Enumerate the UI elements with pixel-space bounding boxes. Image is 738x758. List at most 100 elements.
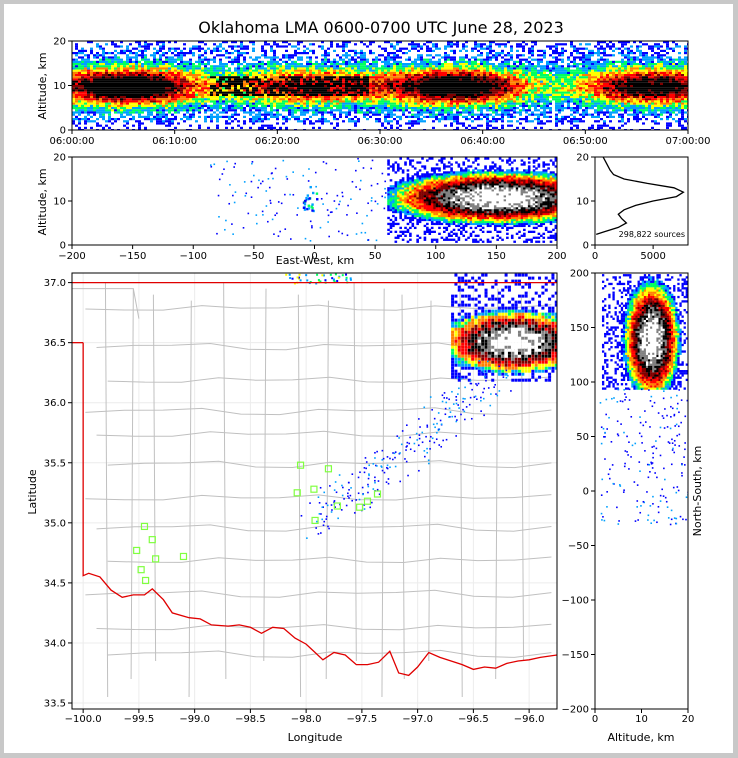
time-height-cell: [438, 87, 441, 90]
time-height-cell: [384, 115, 387, 118]
time-height-cell: [405, 58, 408, 61]
time-height-cell: [369, 69, 372, 72]
time-height-cell: [528, 56, 531, 59]
time-height-cell: [423, 69, 426, 72]
time-height-cell: [321, 71, 324, 74]
time-height-cell: [432, 104, 435, 107]
time-height-cell: [528, 107, 531, 110]
time-height-cell: [312, 93, 315, 96]
time-height-cell: [381, 122, 384, 125]
time-height-cell: [72, 96, 75, 99]
time-height-cell: [462, 65, 465, 68]
time-height-cell: [309, 43, 312, 46]
time-height-cell: [84, 67, 87, 70]
time-height-cell: [213, 111, 216, 114]
time-height-cell: [516, 60, 519, 63]
time-height-cell: [162, 89, 165, 92]
time-height-cell: [561, 109, 564, 112]
time-height-cell: [150, 85, 153, 88]
time-height-cell: [333, 85, 336, 88]
time-height-cell: [309, 80, 312, 83]
time-height-cell: [87, 93, 90, 96]
time-height-cell: [78, 118, 81, 121]
time-height-cell: [153, 52, 156, 55]
time-height-cell: [108, 102, 111, 105]
time-height-cell: [201, 71, 204, 74]
time-height-cell: [342, 100, 345, 103]
time-height-cell: [138, 111, 141, 114]
time-height-cell: [279, 126, 282, 129]
time-height-cell: [564, 93, 567, 96]
time-height-cell: [201, 93, 204, 96]
time-height-cell: [543, 52, 546, 55]
time-height-cell: [249, 100, 252, 103]
time-height-cell: [384, 120, 387, 123]
time-height-cell: [510, 82, 513, 85]
time-height-cell: [363, 87, 366, 90]
time-height-cell: [372, 93, 375, 96]
time-height-cell: [516, 78, 519, 81]
time-height-cell: [162, 74, 165, 77]
time-height-cell: [249, 102, 252, 105]
time-height-cell: [450, 89, 453, 92]
time-height-cell: [528, 47, 531, 50]
time-height-cell: [126, 93, 129, 96]
time-height-cell: [171, 93, 174, 96]
time-height-cell: [90, 71, 93, 74]
time-height-cell: [120, 65, 123, 68]
time-height-cell: [90, 91, 93, 94]
time-height-cell: [183, 87, 186, 90]
time-height-cell: [177, 52, 180, 55]
time-height-cell: [99, 109, 102, 112]
time-height-cell: [555, 115, 558, 118]
time-height-cell: [288, 113, 291, 116]
time-height-cell: [96, 118, 99, 121]
time-height-cell: [279, 69, 282, 72]
time-height-cell: [255, 85, 258, 88]
time-height-cell: [291, 98, 294, 101]
time-height-cell: [465, 111, 468, 114]
time-height-cell: [540, 80, 543, 83]
time-height-cell: [255, 113, 258, 116]
time-height-cell: [414, 104, 417, 107]
time-height-cell: [336, 82, 339, 85]
time-height-cell: [291, 93, 294, 96]
time-height-cell: [189, 69, 192, 72]
time-height-cell: [507, 115, 510, 118]
time-height-cell: [240, 63, 243, 66]
time-height-cell: [360, 109, 363, 112]
time-height-cell: [90, 78, 93, 81]
time-height-cell: [456, 107, 459, 110]
time-height-cell: [534, 85, 537, 88]
time-height-cell: [486, 118, 489, 121]
time-height-cell: [525, 89, 528, 92]
time-height-cell: [237, 104, 240, 107]
time-height-cell: [345, 43, 348, 46]
time-height-cell: [408, 69, 411, 72]
time-height-cell: [504, 45, 507, 48]
time-height-cell: [75, 118, 78, 121]
time-height-cell: [426, 80, 429, 83]
time-height-cell: [447, 56, 450, 59]
time-height-cell: [459, 87, 462, 90]
time-height-cell: [234, 60, 237, 63]
time-height-cell: [189, 52, 192, 55]
time-height-cell: [324, 104, 327, 107]
time-height-cell: [336, 98, 339, 101]
time-height-cell: [351, 74, 354, 77]
time-height-cell: [132, 63, 135, 66]
time-height-cell: [411, 67, 414, 70]
time-height-cell: [339, 74, 342, 77]
time-height-cell: [381, 78, 384, 81]
time-height-cell: [111, 56, 114, 59]
time-height-cell: [303, 80, 306, 83]
time-height-cell: [246, 98, 249, 101]
time-height-cell: [237, 65, 240, 68]
time-height-cell: [516, 67, 519, 70]
time-height-cell: [225, 104, 228, 107]
time-height-cell: [468, 113, 471, 116]
time-height-cell: [114, 45, 117, 48]
time-height-cell: [393, 78, 396, 81]
time-height-cell: [330, 41, 333, 44]
time-height-cell: [426, 69, 429, 72]
